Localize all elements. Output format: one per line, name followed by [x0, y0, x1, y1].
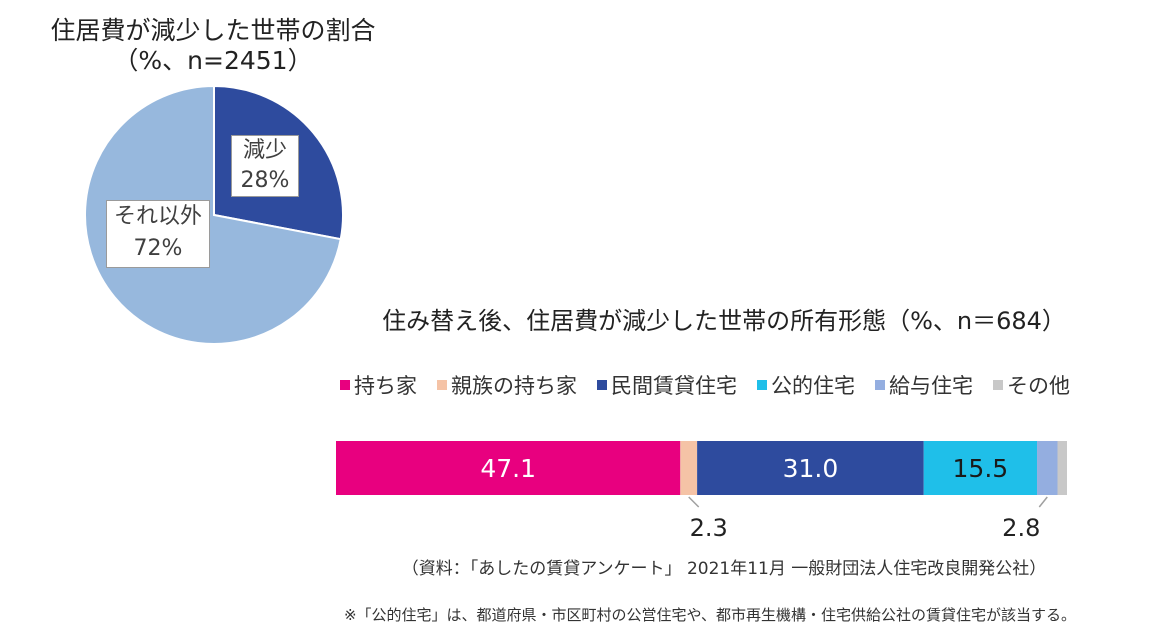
bar-segment-owned-home	[336, 441, 681, 495]
bar-leader-line	[688, 496, 700, 508]
legend-label: 持ち家	[354, 374, 417, 398]
bar-segment-relative-home	[680, 441, 698, 495]
bar-chart-title: 住み替え後、住居費が減少した世帯の所有形態（%、n＝684）	[382, 307, 1066, 335]
legend-swatch	[597, 380, 607, 390]
pie-chart-subtitle: （%、n=2451）	[113, 46, 313, 75]
bar-data-label: 2.3	[690, 514, 728, 542]
legend-swatch	[993, 380, 1003, 390]
pie-label-decrease: 減少 28%	[231, 135, 299, 197]
legend-item: 給与住宅	[875, 370, 973, 400]
legend-swatch	[437, 380, 447, 390]
pie-chart-title: 住居費が減少した世帯の割合	[50, 16, 376, 45]
pie-label-other-name: それ以外	[113, 204, 202, 229]
pie-label-decrease-value: 28%	[240, 168, 290, 193]
bar-data-label: 31.0	[783, 454, 839, 483]
bar-data-label: 2.8	[1002, 514, 1040, 542]
bar-data-label: 47.1	[480, 454, 536, 483]
bar-data-label: 15.5	[953, 454, 1009, 483]
bar-leader-line	[1038, 496, 1048, 508]
legend-label: 民間賃貸住宅	[611, 374, 737, 398]
legend-swatch	[875, 380, 885, 390]
bar-segment-public-housing	[923, 441, 1038, 495]
legend-item: 持ち家	[340, 370, 417, 400]
legend-item: その他	[993, 370, 1070, 400]
pie-slice-other	[84, 84, 342, 345]
pie-label-other: それ以外 72%	[106, 200, 210, 268]
bar-segment-company-housing	[1037, 441, 1058, 495]
legend-label: 公的住宅	[771, 374, 855, 398]
legend-label: 給与住宅	[889, 374, 973, 398]
legend-item: 親族の持ち家	[437, 370, 577, 400]
footnote: ※「公的住宅」は、都道府県・市区町村の公営住宅や、都市再生機構・住宅供給公社の賃…	[343, 606, 1077, 624]
legend-label: その他	[1007, 374, 1070, 398]
legend-swatch	[757, 380, 767, 390]
legend-swatch	[340, 380, 350, 390]
bar-segment-other	[1057, 441, 1067, 495]
legend-item: 公的住宅	[757, 370, 855, 400]
legend-label: 親族の持ち家	[451, 374, 577, 398]
bar-legend: 持ち家 親族の持ち家 民間賃貸住宅 公的住宅 給与住宅 その他	[340, 370, 1070, 400]
pie-label-other-value: 72%	[133, 236, 183, 261]
pie-label-decrease-name: 減少	[242, 138, 287, 163]
source-text: （資料：「あしたの賃貸アンケート」 2021年11月 一般財団法人住宅改良開発公…	[401, 559, 1047, 579]
legend-item: 民間賃貸住宅	[597, 370, 737, 400]
bar-segment-private-rental	[697, 441, 924, 495]
